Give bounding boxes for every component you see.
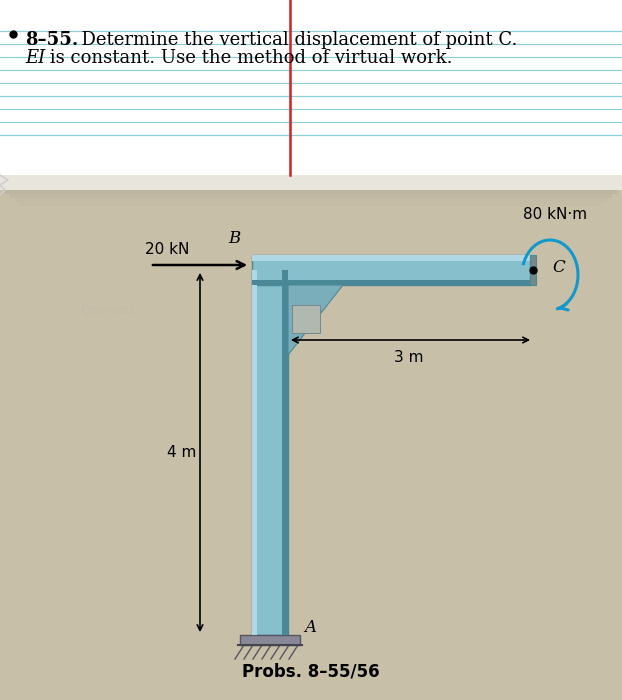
- Text: 20 kN: 20 kN: [145, 242, 189, 258]
- Bar: [252, 255, 530, 285]
- Bar: [252, 280, 530, 285]
- Text: 4 m: 4 m: [167, 445, 197, 460]
- Bar: [252, 255, 530, 261]
- Bar: [252, 270, 288, 635]
- Text: Qnornou: Qnornou: [80, 304, 134, 316]
- Text: 3 m: 3 m: [394, 351, 424, 365]
- Text: C: C: [552, 258, 565, 276]
- Bar: [5, 190, 617, 194]
- FancyBboxPatch shape: [0, 175, 622, 190]
- Text: A: A: [304, 619, 316, 636]
- Bar: [240, 635, 300, 645]
- Text: 8–55.: 8–55.: [25, 31, 78, 49]
- Text: Probs. 8–55/56: Probs. 8–55/56: [242, 663, 380, 681]
- Bar: [292, 305, 320, 333]
- Text: 80 kN·m: 80 kN·m: [523, 207, 587, 222]
- Bar: [10, 194, 612, 198]
- Polygon shape: [288, 285, 343, 355]
- Bar: [252, 270, 257, 635]
- Bar: [0, 0, 622, 175]
- Bar: [15, 198, 607, 202]
- Bar: [530, 255, 536, 285]
- Bar: [282, 270, 288, 635]
- Text: is constant. Use the method of virtual work.: is constant. Use the method of virtual w…: [44, 49, 452, 67]
- Text: B: B: [228, 230, 240, 247]
- Text: EI: EI: [25, 49, 45, 67]
- Bar: [20, 202, 602, 206]
- Text: Determine the vertical displacement of point C.: Determine the vertical displacement of p…: [70, 31, 518, 49]
- Bar: [0, 186, 622, 190]
